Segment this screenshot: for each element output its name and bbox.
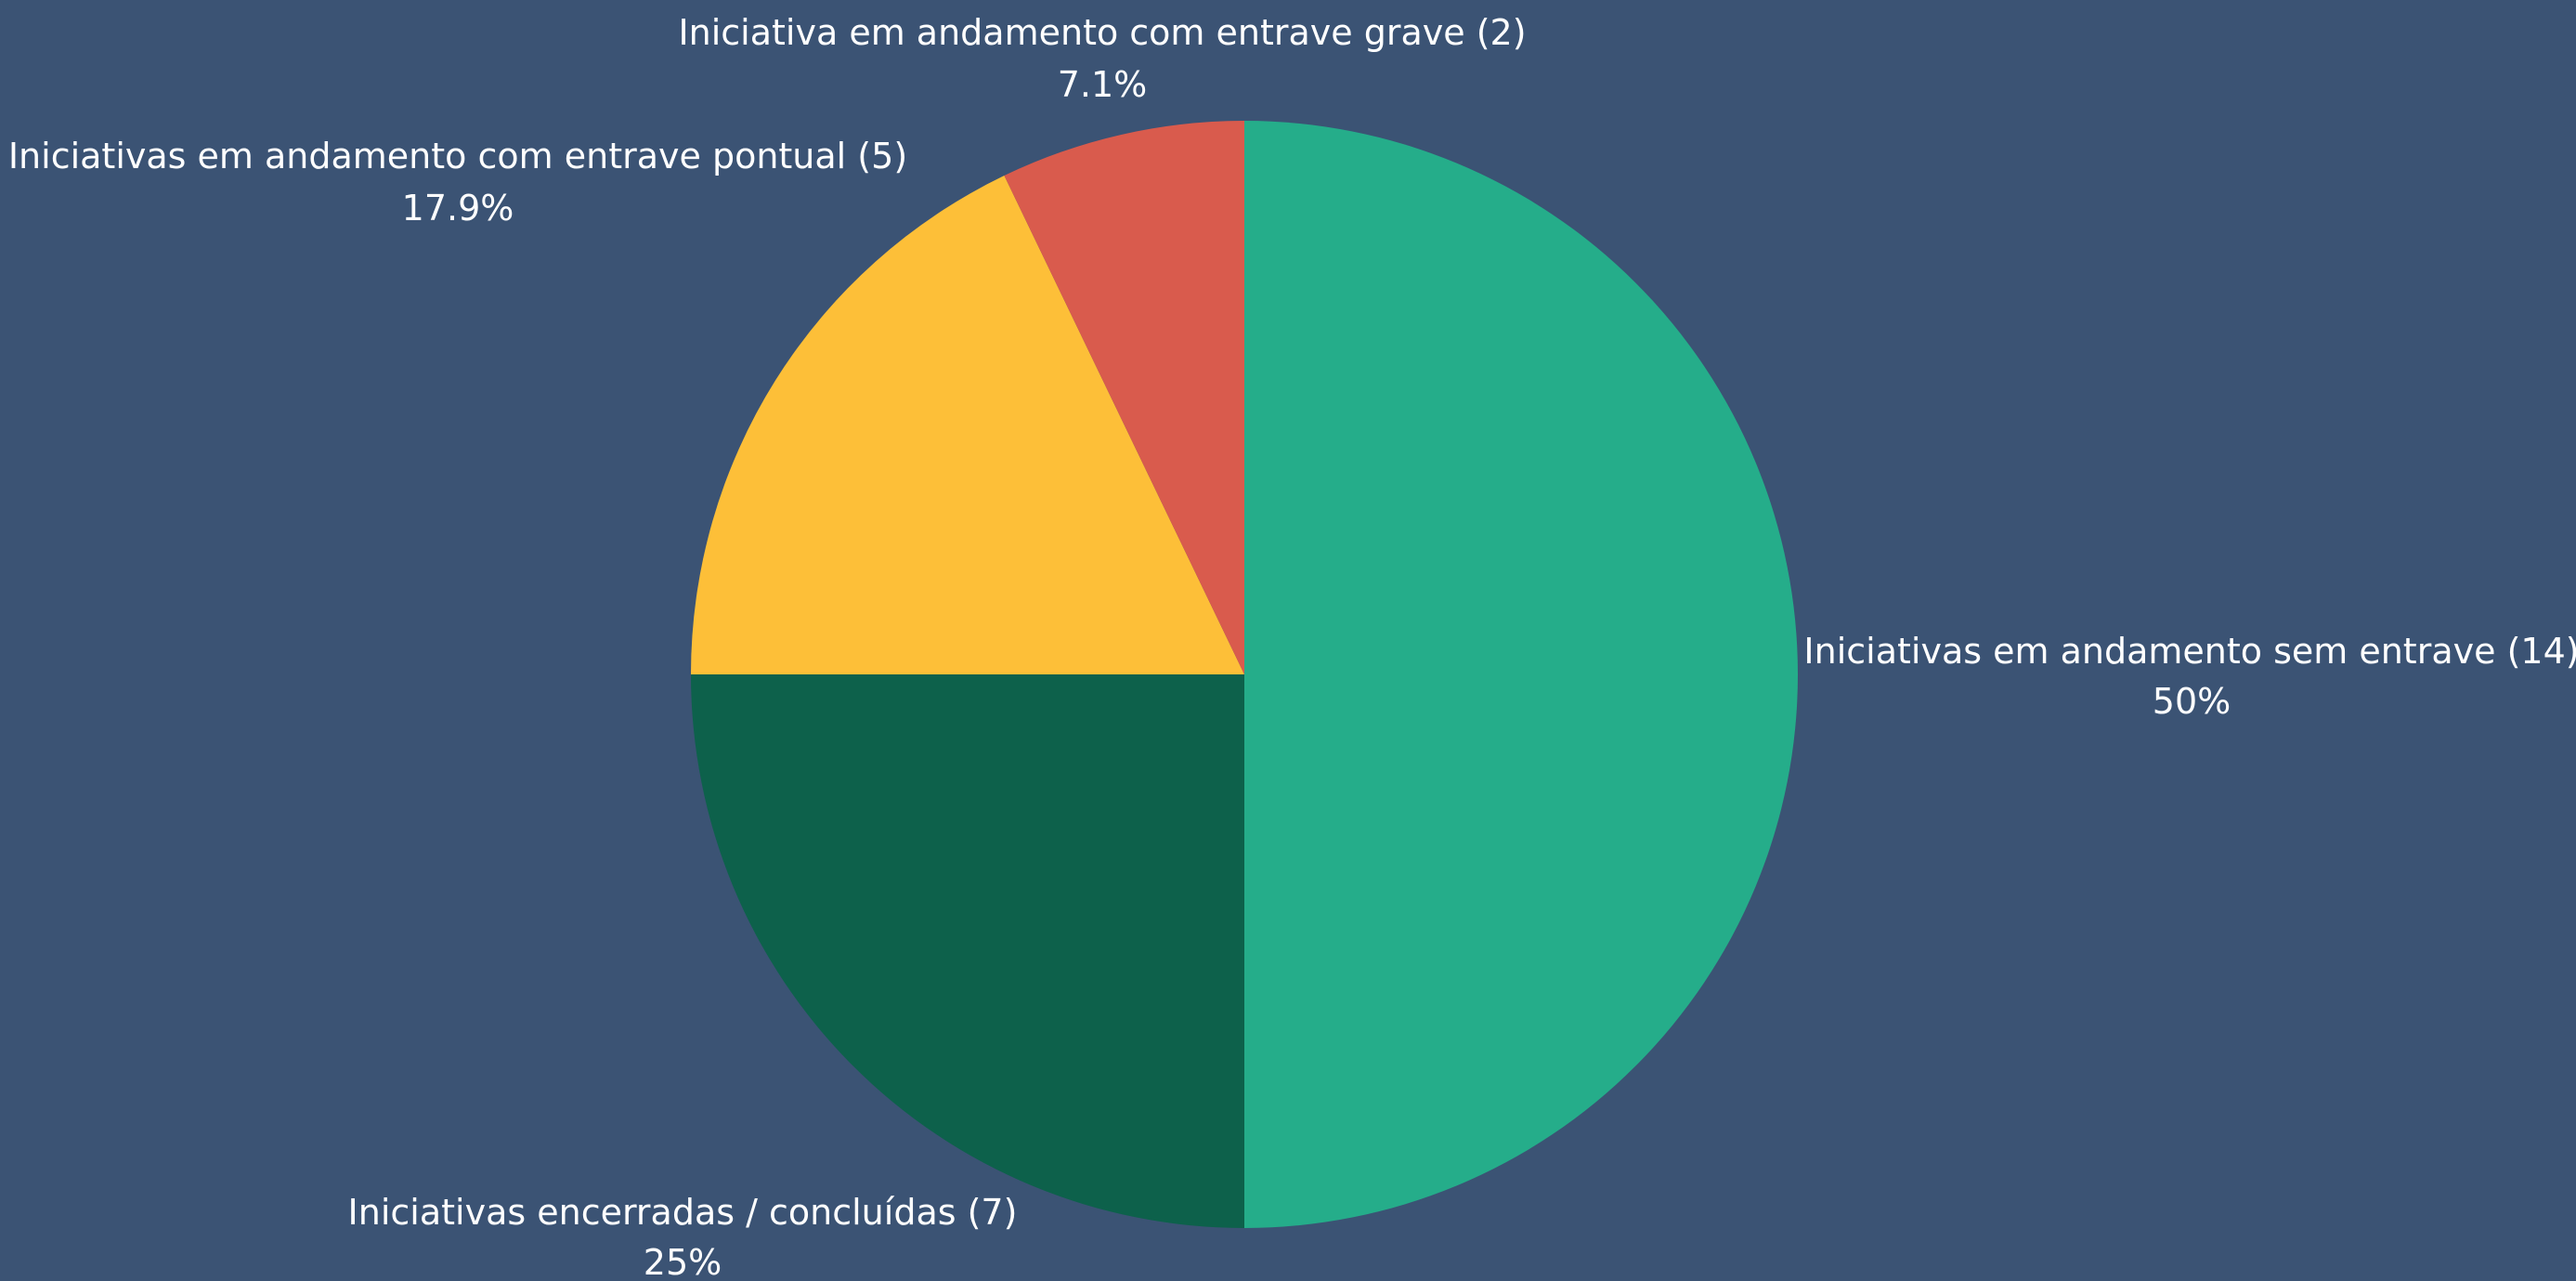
pie-slice-encerradas [691,674,1244,1228]
pie-slice-sem-entrave [1244,121,1798,1228]
slice-percent-entrave-grave: 7.1% [1058,64,1148,105]
slice-percent-entrave-pontual: 17.9% [402,188,514,229]
pie-slices [690,121,1798,1228]
slice-label-sem-entrave: Iniciativas em andamento sem entrave (14… [1803,631,2576,672]
slice-percent-sem-entrave: 50% [2153,681,2231,722]
slice-label-entrave-grave: Iniciativa em andamento com entrave grav… [678,12,1526,53]
slice-label-encerradas: Iniciativas encerradas / concluídas (7) [348,1192,1018,1233]
slice-percent-encerradas: 25% [644,1242,722,1281]
slice-label-entrave-pontual: Iniciativas em andamento com entrave pon… [8,136,907,176]
pie-slice-entrave-pontual [690,176,1244,674]
pie-slice-entrave-grave [1004,121,1244,674]
slice-labels: Iniciativas em andamento sem entrave (14… [8,12,2576,1281]
